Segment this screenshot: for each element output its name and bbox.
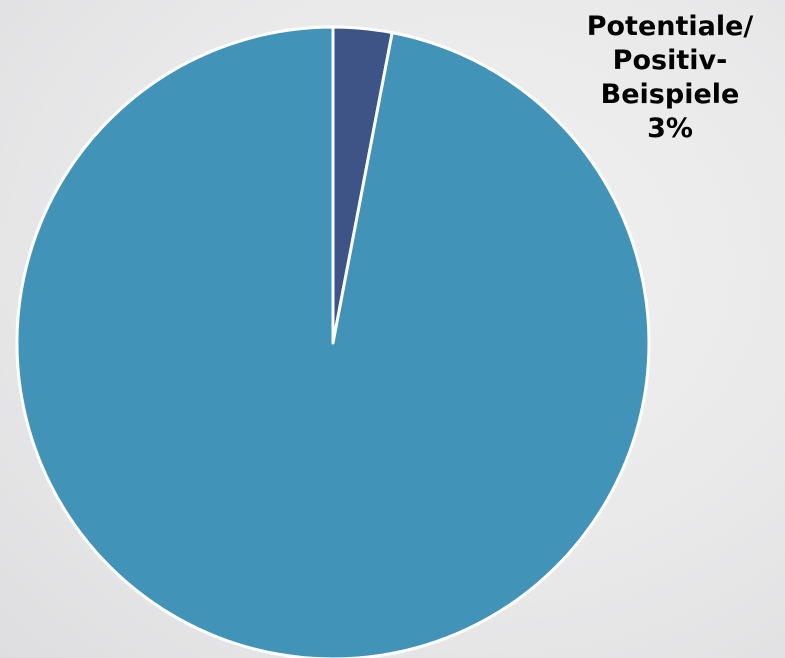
slice-label-line-1: Potentiale/ <box>586 11 754 42</box>
slice-label-line-2: Positiv- <box>612 45 728 76</box>
slice-label-potentiale: Potentiale/ Positiv- Beispiele 3% <box>560 10 780 146</box>
slice-label-line-3: Beispiele <box>600 79 740 110</box>
slice-value-label: 3% <box>647 113 693 144</box>
pie-slice-1 <box>15 25 651 658</box>
